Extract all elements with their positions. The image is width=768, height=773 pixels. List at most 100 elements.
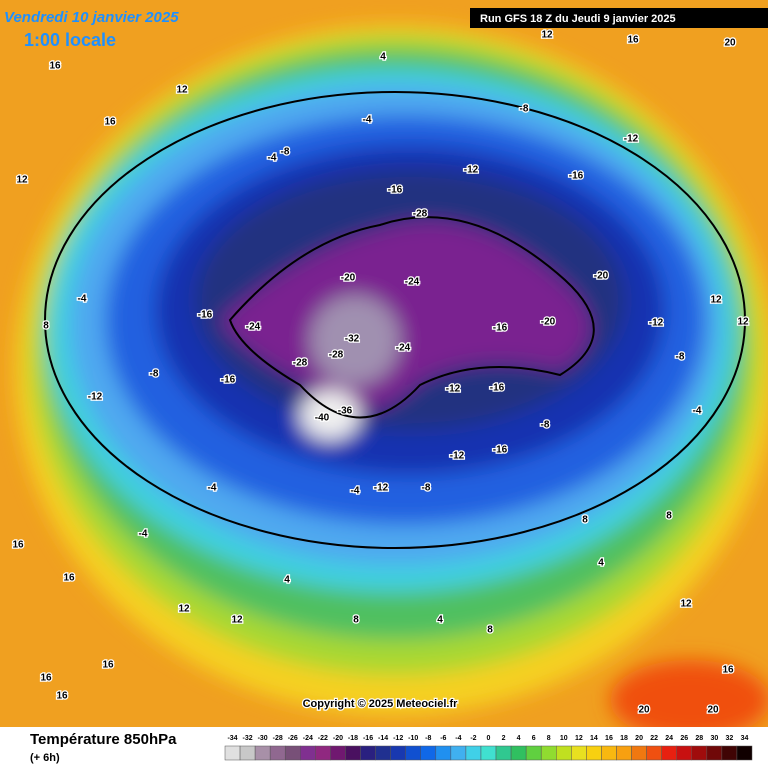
- contour-label: -12: [649, 318, 664, 329]
- contour-label: 8: [582, 515, 588, 526]
- contour-label: 16: [722, 665, 734, 676]
- legend-swatch: [721, 745, 738, 761]
- legend-swatch: [646, 745, 662, 761]
- contour-label: -8: [150, 369, 159, 380]
- legend-swatch: [254, 745, 271, 761]
- legend-tick-label: -4: [455, 735, 461, 742]
- contour-label: -36: [338, 406, 353, 417]
- contour-label: -4: [78, 294, 87, 305]
- contour-label: 20: [724, 38, 736, 49]
- legend-swatch: [300, 745, 316, 761]
- contour-label: 8: [353, 615, 359, 626]
- legend-swatch: [706, 745, 723, 761]
- legend-tick-label: 24: [665, 735, 673, 742]
- contour-label: 20: [707, 705, 719, 716]
- legend-swatch: [269, 745, 286, 761]
- legend-swatch: [525, 745, 542, 761]
- legend-tick-label: 12: [575, 735, 583, 742]
- contour-label: -8: [676, 352, 685, 363]
- legend-tick-label: -32: [243, 735, 253, 742]
- legend-tick-label: 28: [695, 735, 703, 742]
- contour-label: -12: [374, 483, 389, 494]
- legend-tick-label: 16: [605, 735, 613, 742]
- legend-swatch: [315, 745, 331, 761]
- legend-swatch: [450, 745, 467, 761]
- contour-label: 16: [104, 117, 116, 128]
- legend-tick-label: 22: [650, 735, 658, 742]
- legend-swatch: [631, 745, 647, 761]
- contour-label: 4: [598, 558, 604, 569]
- contour-label: -24: [405, 277, 420, 288]
- contour-label: 8: [487, 625, 493, 636]
- legend-swatch: [224, 745, 241, 761]
- legend-swatch: [390, 745, 406, 761]
- map-field: [0, 0, 768, 740]
- contour-label: -4: [208, 483, 217, 494]
- legend-swatch: [420, 745, 437, 761]
- legend-tick-label: -6: [440, 735, 446, 742]
- contour-label: -28: [293, 358, 308, 369]
- legend-swatch: [556, 745, 572, 761]
- legend-tick-label: 0: [487, 735, 491, 742]
- legend-tick-label: -34: [227, 735, 237, 742]
- contour-label: 12: [680, 599, 692, 610]
- contour-label: 12: [710, 295, 722, 306]
- contour-label: 12: [737, 317, 749, 328]
- contour-label: -8: [422, 483, 431, 494]
- legend-swatch: [691, 745, 708, 761]
- legend-lead: (+ 6h): [30, 752, 60, 764]
- contour-label: -8: [520, 104, 529, 115]
- contour-label: 8: [666, 511, 672, 522]
- map-date: Vendredi 10 janvier 2025: [4, 9, 179, 26]
- contour-label: -16: [198, 310, 213, 321]
- legend-tick-label: 20: [635, 735, 643, 742]
- legend-swatch: [510, 745, 527, 761]
- contour-label: -4: [139, 529, 148, 540]
- contour-label: 4: [380, 52, 386, 63]
- legend-tick-label: -12: [393, 735, 403, 742]
- legend-swatch: [616, 745, 632, 761]
- legend-swatch: [239, 745, 256, 761]
- contour-label: -4: [351, 486, 360, 497]
- legend-swatch: [571, 745, 587, 761]
- legend-swatch: [736, 745, 753, 761]
- legend-swatch: [586, 745, 602, 761]
- contour-label: 16: [49, 61, 61, 72]
- contour-label: -8: [541, 420, 550, 431]
- contour-label: -32: [345, 334, 360, 345]
- contour-label: -20: [541, 317, 556, 328]
- contour-label: -12: [450, 451, 465, 462]
- legend-tick-label: -10: [408, 735, 418, 742]
- contour-label: 12: [176, 85, 188, 96]
- contour-label: 20: [638, 705, 650, 716]
- contour-label: -24: [246, 322, 261, 333]
- contour-label: -16: [493, 445, 508, 456]
- contour-label: -28: [413, 209, 428, 220]
- contour-label: 16: [12, 540, 24, 551]
- contour-label: 16: [102, 660, 114, 671]
- contour-label: -28: [329, 350, 344, 361]
- legend-swatch: [360, 745, 376, 761]
- legend-swatch: [480, 745, 497, 761]
- contour-label: 12: [231, 615, 243, 626]
- contour-label: -4: [268, 153, 277, 164]
- legend-tick-label: -8: [425, 735, 431, 742]
- legend-tick-label: -14: [378, 735, 388, 742]
- contour-label: -12: [624, 134, 639, 145]
- contour-label: -16: [490, 383, 505, 394]
- contour-label: 8: [43, 321, 49, 332]
- contour-label: 16: [56, 691, 68, 702]
- legend-swatch: [345, 745, 361, 761]
- legend-tick-label: 6: [532, 735, 536, 742]
- contour-label: -4: [363, 115, 372, 126]
- map-time: 1:00 locale: [24, 30, 116, 50]
- run-box: [470, 8, 768, 28]
- legend-tick-label: -26: [288, 735, 298, 742]
- legend-swatch: [405, 745, 421, 761]
- contour-label: -4: [693, 406, 702, 417]
- contour-label: -20: [341, 273, 356, 284]
- legend-tick-label: -30: [258, 735, 268, 742]
- legend-tick-label: 26: [680, 735, 688, 742]
- legend-swatch: [284, 745, 301, 761]
- contour-label: -12: [88, 392, 103, 403]
